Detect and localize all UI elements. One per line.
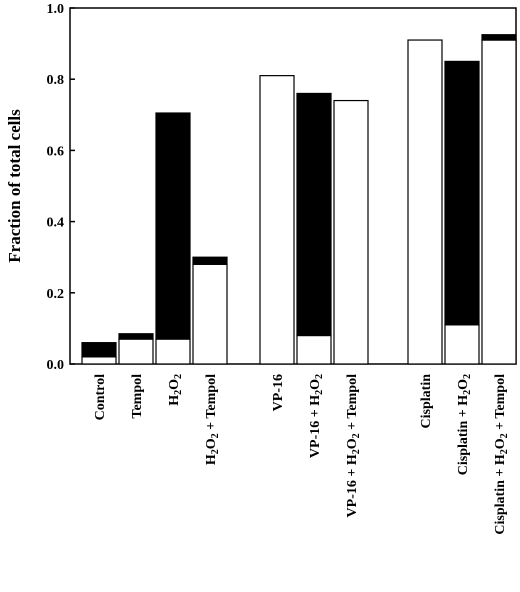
bar-white-segment <box>444 324 480 365</box>
bars <box>81 34 517 365</box>
bar-black-segment <box>155 112 191 340</box>
y-axis-label: Fraction of total cells <box>5 109 24 263</box>
bar-black-segment <box>192 256 228 265</box>
bar-white-segment <box>192 263 228 365</box>
x-category-label: Cisplatin <box>419 374 434 429</box>
bar-white-segment <box>81 356 117 365</box>
y-tick-label: 0.4 <box>47 216 65 231</box>
x-category-label: Cisplatin + H2O2 + Tempol <box>493 374 510 535</box>
y-tick-label: 0.8 <box>47 73 65 88</box>
bar-white-segment <box>155 338 191 365</box>
bar-white-segment <box>296 334 332 365</box>
x-category-label: Control <box>93 374 108 421</box>
bar-white-segment <box>118 338 154 365</box>
bar-white-segment <box>481 39 517 365</box>
bar-white-segment <box>407 39 443 365</box>
x-category-label: VP-16 <box>271 374 286 411</box>
bar-black-segment <box>296 92 332 337</box>
x-labels: Control Tempol H2O2 H2O2 + Tempol VP-16 VP-16… <box>93 374 510 535</box>
y-tick-label: 0.6 <box>47 144 65 159</box>
y-tick-label: 0.0 <box>47 358 65 373</box>
bar-black-segment <box>118 333 154 340</box>
y-tick-label: 1.0 <box>47 2 65 17</box>
x-category-label: VP-16 + H2O2 + Tempol <box>345 374 362 518</box>
x-category-label: Cisplatin + H2O2 <box>456 374 473 475</box>
x-category-label: H2O2 + Tempol <box>204 374 221 465</box>
bar-black-segment <box>444 60 480 326</box>
x-category-label: Tempol <box>130 374 145 419</box>
bar-white-segment <box>259 75 295 365</box>
x-category-label: H2O2 <box>167 374 184 406</box>
x-category-label: VP-16 + H2O2 <box>308 374 325 458</box>
bar-black-segment <box>481 34 517 41</box>
bar-white-segment <box>333 99 369 365</box>
bar-black-segment <box>81 342 117 358</box>
y-tick-label: 0.2 <box>47 287 65 302</box>
